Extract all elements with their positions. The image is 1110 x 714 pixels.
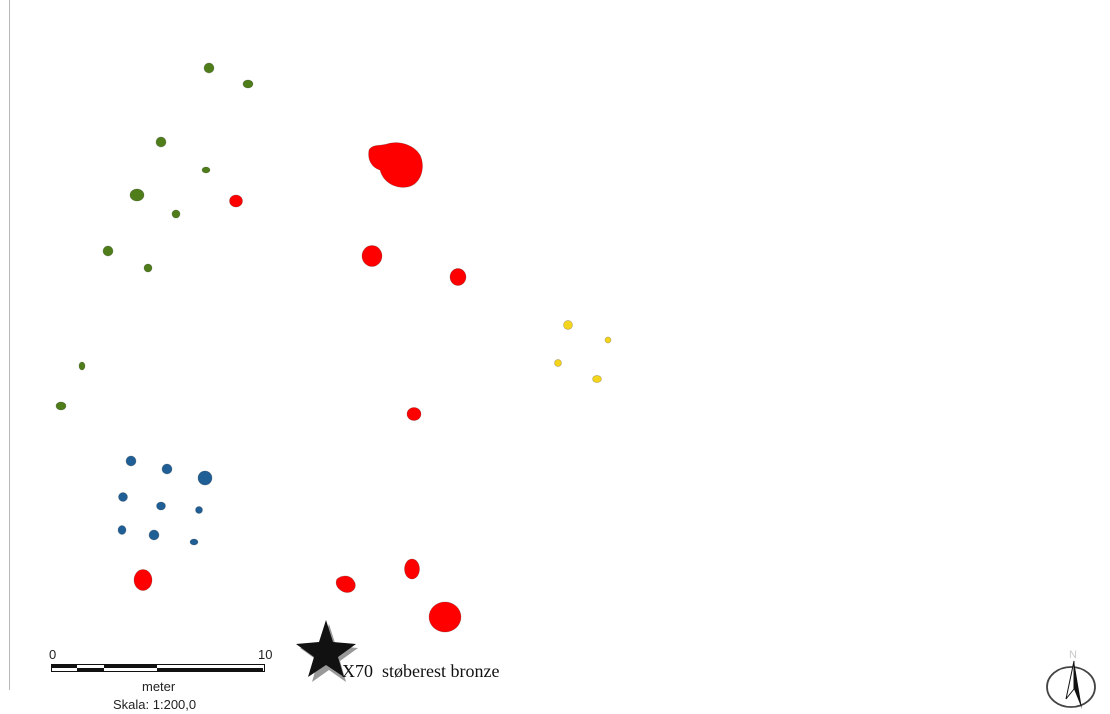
red-pit (361, 245, 383, 267)
red-pit (449, 268, 467, 286)
north-arrow-label: N (1069, 649, 1077, 661)
green-posthole (242, 79, 254, 89)
find-star-marker (296, 620, 358, 682)
scale-segment (51, 668, 77, 672)
red-pit (406, 407, 422, 421)
red-pit (404, 558, 420, 580)
scale-segment (51, 664, 77, 668)
scale-ratio-label: Skala: 1:200,0 (113, 697, 197, 712)
blue-posthole (118, 492, 128, 502)
red-pits (133, 142, 467, 633)
north-arrow-needle-light (1065, 660, 1075, 700)
map-frame-line (9, 0, 10, 690)
north-arrow-ring (1046, 666, 1096, 708)
yellow-posthole (592, 375, 602, 383)
green-posthole (203, 62, 215, 74)
find-label: X70 støberest bronze (342, 661, 499, 682)
blue-posthole (117, 525, 127, 535)
blue-postholes (117, 455, 213, 546)
yellow-posthole (554, 359, 562, 367)
green-posthole (78, 361, 86, 371)
red-pit-large (368, 142, 423, 188)
scale-segment (104, 668, 157, 672)
scale-segment (157, 668, 263, 672)
blue-posthole (189, 538, 199, 546)
star-icon (296, 620, 356, 677)
scale-start-label: 0 (49, 647, 57, 662)
blue-posthole (156, 501, 166, 511)
find-id: X70 (342, 661, 373, 681)
blue-posthole (125, 455, 137, 467)
red-pit (335, 575, 356, 593)
find-description: støberest bronze (382, 661, 500, 681)
red-pit (133, 569, 153, 591)
scale-segment (104, 664, 157, 668)
blue-posthole (161, 463, 173, 475)
green-posthole (155, 136, 167, 148)
green-posthole (143, 263, 153, 273)
green-postholes (55, 62, 254, 411)
yellow-postholes (554, 320, 612, 383)
blue-posthole (148, 529, 160, 541)
scale-end-label: 10 (258, 647, 273, 662)
green-posthole (55, 401, 67, 411)
green-posthole (129, 188, 145, 202)
scale-bar: 0 10 meter Skala: 1:200,0 (40, 646, 280, 714)
scale-bar-graphic (51, 664, 265, 674)
scale-bar-border (51, 664, 265, 672)
blue-posthole (197, 470, 213, 486)
blue-posthole (195, 506, 203, 514)
green-posthole (171, 209, 181, 219)
green-posthole (102, 245, 114, 257)
green-posthole (201, 166, 211, 174)
yellow-posthole (604, 336, 612, 344)
north-arrow-icon: N (1046, 649, 1096, 709)
scale-segment (77, 668, 104, 672)
yellow-posthole (563, 320, 573, 330)
red-pit (229, 194, 243, 208)
scale-segment (77, 664, 104, 668)
scale-segment (157, 664, 263, 668)
scale-unit-label: meter (142, 679, 176, 694)
red-pit (428, 601, 462, 633)
